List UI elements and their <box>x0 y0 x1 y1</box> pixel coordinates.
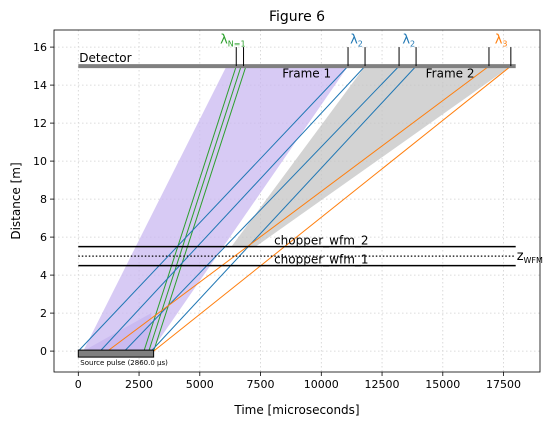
y-tick-label: 4 <box>40 269 47 282</box>
series-line <box>99 65 366 352</box>
y-tick-label: 0 <box>40 345 47 358</box>
series-line <box>77 65 349 352</box>
series-line <box>107 65 490 352</box>
source-pulse-label: Source pulse (2860.0 μs) <box>80 359 168 367</box>
x-tick-label: 10000 <box>304 378 339 391</box>
x-tick-label: 5000 <box>186 378 214 391</box>
frame-label: Frame 1 <box>282 67 331 81</box>
y-tick-label: 8 <box>40 193 47 206</box>
x-tick-label: 17500 <box>486 378 521 391</box>
wavelength-label: λ3 <box>495 32 508 48</box>
chopper-label: chopper_wfm_1 <box>274 253 368 267</box>
frame-fills <box>83 66 511 352</box>
series-line <box>143 65 237 352</box>
detector-label: Detector <box>79 51 131 65</box>
wfm-label: zWFM <box>517 249 543 265</box>
instrument-lines <box>77 47 516 358</box>
y-tick-label: 16 <box>33 41 47 54</box>
series-line <box>148 65 242 352</box>
y-tick-label: 10 <box>33 155 47 168</box>
x-axis-label: Time [microseconds] <box>233 403 359 417</box>
wavelength-label: λ2 <box>350 32 363 48</box>
frame-label: Frame 2 <box>426 67 475 81</box>
plot-frame <box>53 29 541 373</box>
chopper-label: chopper_wfm_2 <box>274 234 368 248</box>
y-tick-label: 6 <box>40 231 47 244</box>
chart-title: Figure 6 <box>269 9 325 25</box>
wavelength-label: λN=1 <box>220 32 245 48</box>
annotations: zWFM Detector Source pulse (2860.0 μs) chop… <box>79 32 543 367</box>
wavelength-label: λ2 <box>402 32 415 48</box>
frame-fill <box>83 66 349 352</box>
series-line <box>150 65 417 352</box>
y-tick-label: 12 <box>33 117 47 130</box>
y-axis-ticks: 0 2 4 6 8 10 12 14 16 <box>33 41 54 358</box>
source-pulse-rect <box>77 349 155 358</box>
series-line <box>153 65 512 352</box>
x-tick-label: 0 <box>75 378 82 391</box>
x-axis-ticks: 0 2500 5000 7500 10000 12500 15000 17500 <box>75 372 521 391</box>
frame-fill <box>231 66 511 247</box>
y-tick-label: 2 <box>40 307 47 320</box>
x-tick-label: 12500 <box>365 378 400 391</box>
ray-lines <box>77 65 512 352</box>
y-tick-label: 14 <box>33 79 47 92</box>
x-tick-label: 15000 <box>425 378 460 391</box>
x-tick-label: 2500 <box>125 378 153 391</box>
series-line <box>153 65 247 352</box>
y-axis-label: Distance [m] <box>9 162 23 239</box>
x-tick-label: 7500 <box>247 378 275 391</box>
